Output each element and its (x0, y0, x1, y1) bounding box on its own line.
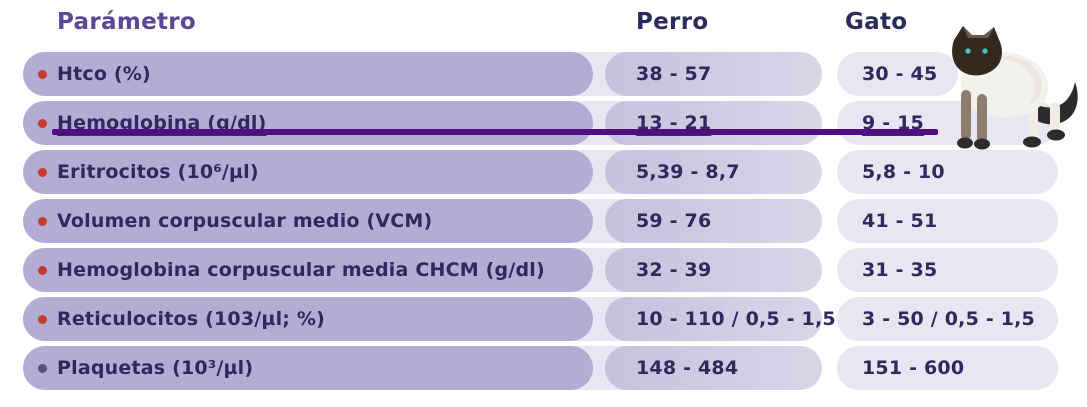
dog-value: 59 - 76 (636, 210, 712, 232)
row-label: Htco (%) (57, 63, 151, 85)
dog-cell-pill (605, 52, 822, 96)
dog-cell-pill (605, 346, 822, 390)
bullet-icon (38, 119, 47, 128)
dog-value: 38 - 57 (636, 63, 712, 85)
bullet-icon (38, 266, 47, 275)
column-header-cat: Gato (845, 9, 908, 35)
dog-value: 10 - 110 / 0,5 - 1,5 (636, 308, 836, 330)
cat-cell-pill (837, 199, 1058, 243)
dog-value: 5,39 - 8,7 (636, 161, 740, 183)
cat-cell-pill (837, 297, 1058, 341)
table-row: Hemoglobina corpuscular media CHCM (g/dl… (23, 248, 1063, 292)
parameter-cell-pill (23, 297, 593, 341)
table-row: Plaquetas (10³/µl) 148 - 484 151 - 600 (23, 346, 1063, 390)
parameter-cell-pill (23, 101, 593, 145)
cat-cell-pill (837, 248, 1058, 292)
highlight-underline-rule (52, 129, 938, 135)
row-label: Plaquetas (10³/µl) (57, 357, 254, 379)
row-label: Hemoglobina corpuscular media CHCM (g/dl… (57, 259, 545, 281)
dog-cell-pill (605, 101, 822, 145)
dog-value: 13 - 21 (636, 112, 712, 134)
table-row: Eritrocitos (10⁶/µl) 5,39 - 8,7 5,8 - 10 (23, 150, 1063, 194)
parameter-cell-pill (23, 199, 593, 243)
cat-cell-pill (837, 150, 1058, 194)
column-header-dog: Perro (636, 9, 709, 35)
cat-value: 41 - 51 (862, 210, 938, 232)
column-header-parameter: Parámetro (57, 9, 197, 35)
row-label: Volumen corpuscular medio (VCM) (57, 210, 433, 232)
bullet-icon (38, 70, 47, 79)
cat-cell-pill (837, 346, 1058, 390)
siamese-cat-icon (928, 24, 1086, 150)
bullet-icon (38, 217, 47, 226)
table-row: Volumen corpuscular medio (VCM) 59 - 76 … (23, 199, 1063, 243)
row-label: Eritrocitos (10⁶/µl) (57, 161, 259, 183)
dog-cell-pill (605, 199, 822, 243)
bullet-icon (38, 315, 47, 324)
parameter-cell-pill (23, 52, 593, 96)
cat-value: 30 - 45 (862, 63, 938, 85)
cat-value: 9 - 15 (862, 112, 924, 134)
parameter-cell-pill (23, 346, 593, 390)
row-label: Reticulocitos (103/µl; %) (57, 308, 326, 330)
dog-cell-pill (605, 297, 822, 341)
row-label: Hemoglobina (g/dl) (57, 112, 267, 134)
cat-cell-pill (837, 52, 958, 96)
dog-cell-pill (605, 150, 822, 194)
dog-value: 32 - 39 (636, 259, 712, 281)
dog-cell-pill (605, 248, 822, 292)
cat-value: 5,8 - 10 (862, 161, 945, 183)
table-row: Reticulocitos (103/µl; %) 10 - 110 / 0,5… (23, 297, 1063, 341)
parameter-cell-pill (23, 150, 593, 194)
cat-value: 31 - 35 (862, 259, 938, 281)
bullet-icon (38, 364, 47, 373)
bullet-icon (38, 168, 47, 177)
dog-value: 148 - 484 (636, 357, 739, 379)
cat-value: 151 - 600 (862, 357, 965, 379)
table-row: Htco (%) 38 - 57 30 - 45 (23, 52, 1063, 96)
table-row-highlighted: Hemoglobina (g/dl) 13 - 21 9 - 15 (23, 101, 1063, 145)
parameter-cell-pill (23, 248, 593, 292)
cat-value: 3 - 50 / 0,5 - 1,5 (862, 308, 1035, 330)
